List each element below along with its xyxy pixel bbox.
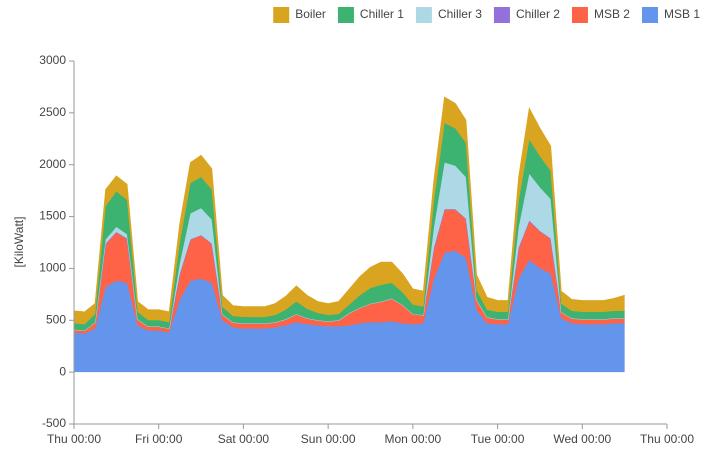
legend-swatch: [337, 7, 354, 23]
area-line: [73, 96, 625, 313]
area-fill: [74, 97, 625, 325]
y-tick-label: -500: [42, 416, 66, 430]
x-tick-label: Sat 00:00: [218, 432, 270, 446]
area-fill: [74, 209, 625, 334]
y-tick-label: 3000: [39, 53, 66, 67]
legend-swatch: [493, 7, 510, 23]
x-tick-label: Sun 00:00: [301, 432, 356, 446]
y-axis-label: [KiloWatt]: [12, 217, 26, 268]
area-fill: [74, 250, 625, 373]
legend-swatch: [571, 7, 588, 23]
y-tick-label: 500: [46, 312, 66, 326]
x-tick-label: Thu 00:00: [640, 432, 694, 446]
y-tick-label: 2500: [39, 105, 66, 119]
legend-label: Boiler: [295, 7, 326, 21]
plot-area: [73, 96, 625, 373]
y-tick-label: 0: [59, 364, 66, 378]
legend-swatch: [415, 7, 432, 23]
legend-label: Chiller 2: [516, 7, 560, 21]
legend-swatch: [273, 7, 290, 23]
y-tick-label: 2000: [39, 157, 66, 171]
y-tick-label: 1000: [39, 261, 66, 275]
x-tick-label: Mon 00:00: [384, 432, 441, 446]
legend-label: MSB 1: [664, 7, 700, 21]
y-tick-label: 1500: [39, 209, 66, 223]
x-tick-label: Wed 00:00: [553, 432, 611, 446]
legend-label: Chiller 3: [438, 7, 482, 21]
area-fill: [74, 162, 625, 331]
x-tick-label: Thu 00:00: [47, 432, 101, 446]
x-tick-label: Tue 00:00: [471, 432, 525, 446]
area-line: [73, 122, 625, 325]
legend-swatch: [641, 7, 658, 23]
legend-label: Chiller 1: [360, 7, 404, 21]
x-tick-label: Fri 00:00: [135, 432, 183, 446]
legend-label: MSB 2: [594, 7, 630, 21]
